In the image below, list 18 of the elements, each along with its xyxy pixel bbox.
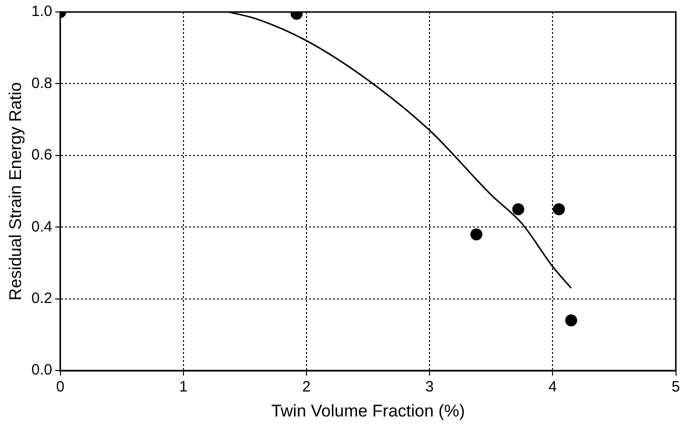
x-axis-title: Twin Volume Fraction (%) <box>271 401 465 420</box>
x-tick-label: 2 <box>302 378 311 396</box>
x-tick-label: 0 <box>56 378 64 396</box>
point <box>552 203 565 216</box>
point <box>565 314 578 326</box>
y-tick-label: 0.6 <box>31 146 52 164</box>
y-axis-title: Residual Strain Energy Ratio <box>6 82 25 300</box>
x-tick-label: 4 <box>548 378 557 396</box>
y-tick-label: 0.2 <box>31 290 52 308</box>
y-tick-label: 1.0 <box>31 3 52 20</box>
y-tick-label: 0.4 <box>31 218 52 236</box>
point <box>470 228 482 240</box>
y-tick-label: 0.0 <box>31 362 52 379</box>
y-tick-label: 0.8 <box>31 74 52 92</box>
x-tick-label: 3 <box>425 378 434 396</box>
x-tick-label: 5 <box>672 378 680 396</box>
point <box>512 203 524 216</box>
x-tick-label: 1 <box>179 378 188 396</box>
